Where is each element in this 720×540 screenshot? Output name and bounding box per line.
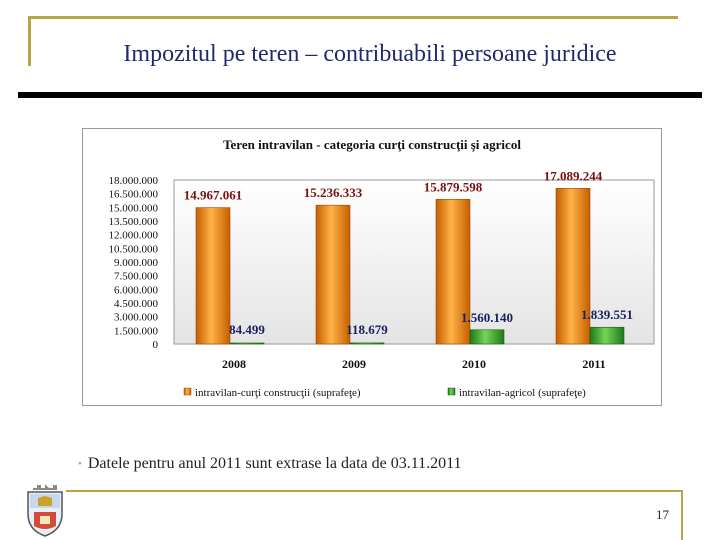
city-crest-icon	[27, 484, 63, 537]
bar-agricol	[229, 342, 265, 345]
x-category-label: 2011	[582, 357, 605, 371]
y-tick-label: 3.000.000	[114, 312, 159, 324]
x-category-label: 2009	[342, 357, 366, 371]
y-tick-label: 9.000.000	[114, 257, 159, 269]
y-tick-label: 12.000.000	[109, 230, 159, 242]
data-label-curti-constructii: 15.236.333	[304, 185, 363, 200]
footnote: • Datele pentru anul 2011 sunt extrase la…	[78, 455, 462, 473]
frame-bottom-line	[66, 490, 683, 492]
x-category-label: 2008	[222, 357, 246, 371]
legend-swatch-agricol	[447, 387, 456, 396]
y-tick-label: 1.500.000	[114, 325, 159, 337]
y-tick-label: 6.000.000	[114, 284, 159, 296]
y-tick-label: 13.500.000	[109, 216, 159, 228]
legend-label-agricol: intravilan-agricol (suprafeţe)	[459, 387, 586, 399]
bullet-icon: •	[78, 458, 82, 471]
y-tick-label: 16.500.000	[109, 189, 159, 201]
bar-agricol	[349, 342, 385, 345]
bar-chart: Teren intravilan - categoria curţi const…	[82, 128, 662, 406]
frame-left-line	[28, 16, 31, 66]
footnote-text: Datele pentru anul 2011 sunt extrase la …	[87, 455, 462, 472]
legend-swatch-curti-constructii	[183, 387, 192, 396]
data-label-agricol: 1.560.140	[461, 310, 513, 325]
slide-title: Impozitul pe teren – contribuabili perso…	[123, 41, 617, 67]
page-number: 17	[656, 507, 669, 522]
bar-agricol	[589, 326, 625, 345]
y-tick-label: 10.500.000	[109, 243, 159, 255]
y-tick-label: 4.500.000	[114, 298, 159, 310]
frame-right-line	[681, 490, 683, 540]
bar-curti-constructii	[555, 187, 591, 345]
frame-top-line	[28, 16, 678, 19]
data-label-curti-constructii: 17.089.244	[544, 168, 603, 183]
chart-container: Teren intravilan - categoria curţi const…	[82, 128, 662, 406]
data-label-agricol: 1.839.551	[581, 307, 633, 322]
bar-curti-constructii	[195, 207, 231, 345]
data-label-curti-constructii: 14.967.061	[184, 188, 243, 203]
legend-label-curti-constructii: intravilan-curţi construcţii (suprafeţe)	[195, 387, 361, 399]
data-label-curti-constructii: 15.879.598	[424, 179, 483, 194]
bar-agricol	[469, 329, 505, 345]
y-tick-label: 7.500.000	[114, 271, 159, 283]
y-tick-label: 18.000.000	[109, 175, 159, 187]
chart-title: Teren intravilan - categoria curţi const…	[223, 137, 521, 152]
data-label-agricol: 118.679	[346, 322, 388, 337]
y-tick-label: 15.000.000	[109, 202, 159, 214]
bar-curti-constructii	[435, 199, 471, 345]
title-rule	[18, 92, 702, 98]
y-tick-label: 0	[153, 339, 159, 351]
bar-curti-constructii	[315, 204, 351, 345]
x-category-label: 2010	[462, 357, 486, 371]
data-label-agricol: 84.499	[229, 322, 265, 337]
